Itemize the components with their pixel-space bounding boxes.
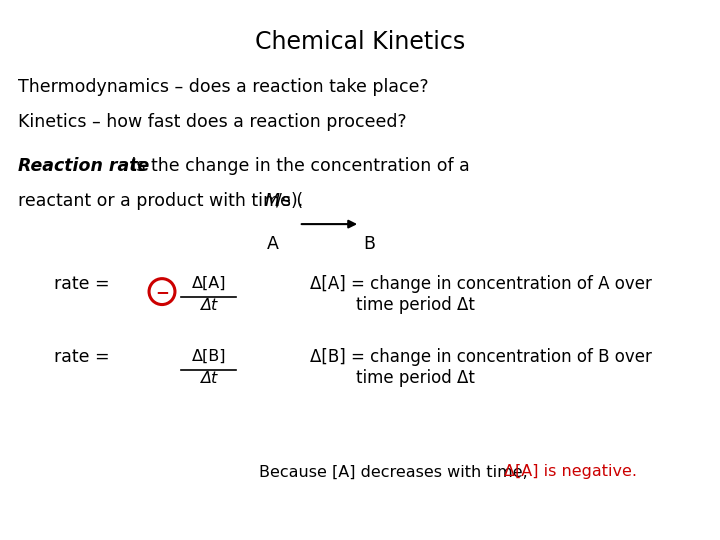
Text: A: A — [266, 235, 278, 253]
Text: Δ[A] = change in concentration of A over: Δ[A] = change in concentration of A over — [310, 275, 652, 293]
Text: Chemical Kinetics: Chemical Kinetics — [255, 30, 465, 53]
Text: M: M — [265, 192, 280, 210]
Text: Δ[B] = change in concentration of B over: Δ[B] = change in concentration of B over — [310, 348, 652, 366]
Text: reactant or a product with time (: reactant or a product with time ( — [18, 192, 303, 210]
Text: Because [A] decreases with time,: Because [A] decreases with time, — [259, 464, 533, 480]
Text: Δ[B]: Δ[B] — [192, 348, 226, 363]
Text: Δt: Δt — [200, 371, 217, 386]
Text: −: − — [155, 282, 169, 301]
Text: Δ[A] is negative.: Δ[A] is negative. — [504, 464, 637, 480]
Text: time period Δt: time period Δt — [356, 369, 475, 387]
Text: /s).: /s). — [276, 192, 303, 210]
Text: Thermodynamics – does a reaction take place?: Thermodynamics – does a reaction take pl… — [18, 78, 428, 96]
Text: is the change in the concentration of a: is the change in the concentration of a — [126, 157, 469, 174]
Text: Kinetics – how fast does a reaction proceed?: Kinetics – how fast does a reaction proc… — [18, 113, 407, 131]
Text: Δt: Δt — [200, 298, 217, 313]
Text: Reaction rate: Reaction rate — [18, 157, 149, 174]
Text: Δ[A]: Δ[A] — [192, 275, 226, 291]
Text: rate =: rate = — [54, 348, 109, 366]
Text: rate =: rate = — [54, 275, 109, 293]
Text: time period Δt: time period Δt — [356, 296, 475, 314]
Text: B: B — [364, 235, 376, 253]
